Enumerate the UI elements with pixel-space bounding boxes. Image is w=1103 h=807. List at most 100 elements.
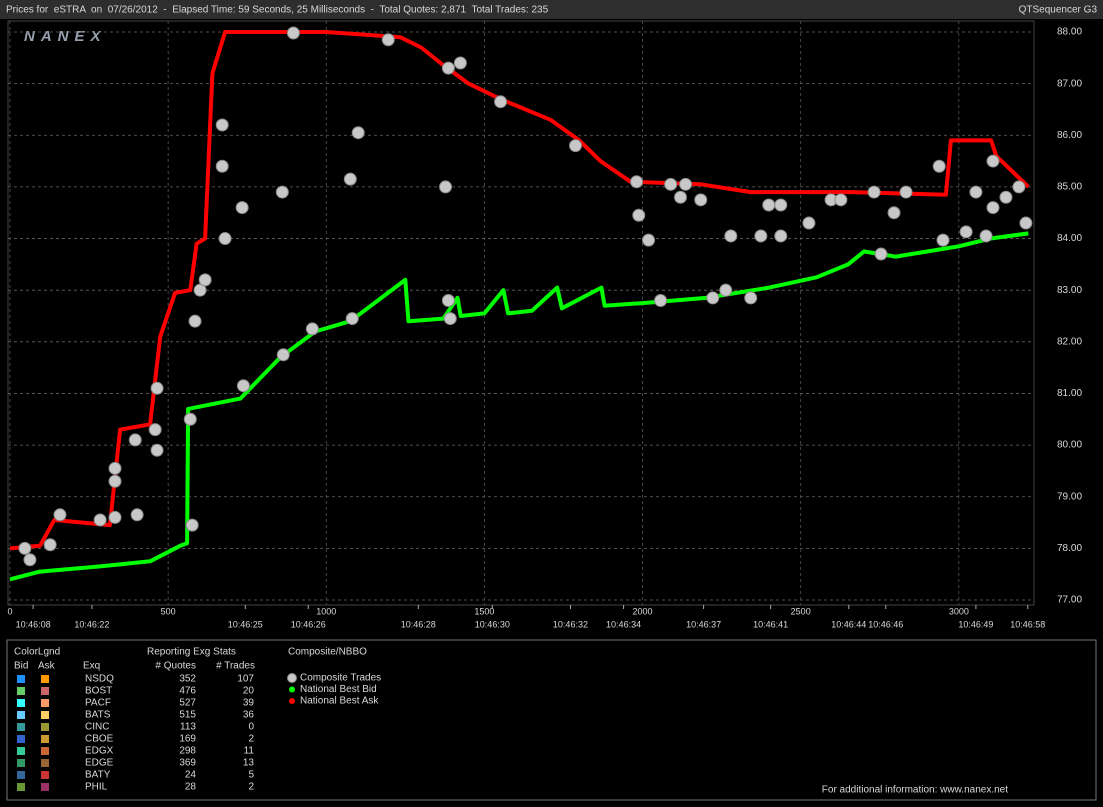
exchange-name: PACF	[85, 698, 111, 709]
quote-count: 527	[179, 698, 196, 709]
nbbo-title: Composite/NBBO	[288, 647, 367, 658]
trade-point	[664, 177, 678, 191]
trade-point	[108, 461, 122, 475]
time-tick-label: 10:46:49	[958, 619, 993, 629]
exchange-name: BATY	[85, 770, 111, 781]
trade-point	[198, 273, 212, 287]
bid-swatch	[17, 759, 25, 767]
chart-title: Prices for eSTRA on 07/26/2012 - Elapsed…	[6, 5, 549, 16]
trade-point	[343, 172, 357, 186]
trade-point	[439, 180, 453, 194]
y-tick-label: 88.00	[1057, 27, 1082, 38]
trade-point	[774, 198, 788, 212]
trade-point	[969, 185, 983, 199]
legend-marker	[287, 673, 297, 683]
y-tick-label: 84.00	[1057, 233, 1082, 244]
trade-point	[874, 247, 888, 261]
trade-point	[630, 175, 644, 189]
quote-count: 24	[185, 770, 197, 781]
trade-point	[345, 312, 359, 326]
y-tick-label: 80.00	[1057, 440, 1082, 451]
y-tick-label: 83.00	[1057, 285, 1082, 296]
trade-point	[642, 233, 656, 247]
ask-swatch	[41, 711, 49, 719]
ask-swatch	[41, 687, 49, 695]
ask-header: Ask	[38, 661, 56, 672]
bid-swatch	[17, 675, 25, 683]
bid-swatch	[17, 747, 25, 755]
trade-point	[183, 412, 197, 426]
y-tick-label: 81.00	[1057, 388, 1082, 399]
trade-point	[275, 185, 289, 199]
trade-point	[305, 322, 319, 336]
trade-point	[23, 553, 37, 567]
ask-swatch	[41, 723, 49, 731]
legend-marker	[289, 686, 295, 693]
trade-point	[494, 95, 508, 109]
quote-count: 515	[179, 710, 196, 721]
plot-frame	[7, 20, 1035, 606]
exchange-name: PHIL	[85, 782, 108, 793]
quote-count: 169	[179, 734, 196, 745]
nbbo-line	[9, 30, 1030, 551]
ask-swatch	[41, 747, 49, 755]
y-tick-label: 86.00	[1057, 130, 1082, 141]
trade-count: 13	[243, 758, 255, 769]
trade-point	[674, 190, 688, 204]
bid-swatch	[17, 699, 25, 707]
x-tick-label: 500	[161, 606, 176, 616]
y-tick-label: 77.00	[1057, 595, 1082, 606]
exchange-name: EDGE	[85, 758, 114, 769]
trade-point	[1019, 216, 1033, 230]
legend-label: National Best Bid	[300, 684, 377, 695]
trade-point	[834, 193, 848, 207]
trade-count: 107	[237, 674, 254, 685]
ask-swatch	[41, 783, 49, 791]
trade-point	[986, 201, 1000, 215]
x-tick-label: 1000	[316, 606, 336, 616]
time-tick-label: 10:46:08	[16, 619, 51, 629]
quotes-header: # Quotes	[155, 661, 196, 672]
legend-panel	[6, 639, 1097, 801]
y-tick-label: 82.00	[1057, 336, 1082, 347]
bid-header: Bid	[14, 661, 28, 672]
exchange-name: CINC	[85, 722, 109, 733]
y-tick-label: 79.00	[1057, 491, 1082, 502]
trades-header: # Trades	[216, 661, 255, 672]
trade-point	[128, 433, 142, 447]
x-tick-label: 3000	[949, 606, 969, 616]
quote-count: 369	[179, 758, 196, 769]
x-tick-label: 2000	[633, 606, 653, 616]
trade-point	[986, 154, 1000, 168]
ask-swatch	[41, 699, 49, 707]
trade-point	[774, 229, 788, 243]
trade-point	[108, 510, 122, 524]
trade-point	[453, 56, 467, 70]
trade-point	[724, 229, 738, 243]
trade-point	[762, 198, 776, 212]
trade-point	[867, 185, 881, 199]
exchange-header: Exq	[83, 661, 100, 672]
trade-count: 2	[248, 782, 254, 793]
trade-point	[959, 225, 973, 239]
x-tick-label: 1500	[474, 606, 494, 616]
quote-count: 113	[180, 722, 196, 733]
y-tick-label: 87.00	[1057, 78, 1082, 89]
trade-point	[899, 185, 913, 199]
trade-point	[18, 541, 32, 555]
bid-swatch	[17, 711, 25, 719]
trade-point	[188, 314, 202, 328]
trade-point	[235, 201, 249, 215]
trade-point	[932, 159, 946, 173]
quote-count: 28	[185, 782, 197, 793]
logo: NANEX	[24, 28, 107, 45]
trade-point	[53, 508, 67, 522]
trade-count: 2	[248, 734, 254, 745]
quote-count: 298	[179, 746, 196, 757]
exchange-name: BOST	[85, 686, 112, 697]
trade-point	[351, 126, 365, 140]
trade-point	[148, 423, 162, 437]
time-tick-label: 10:46:30	[475, 619, 510, 629]
trade-point	[441, 61, 455, 75]
